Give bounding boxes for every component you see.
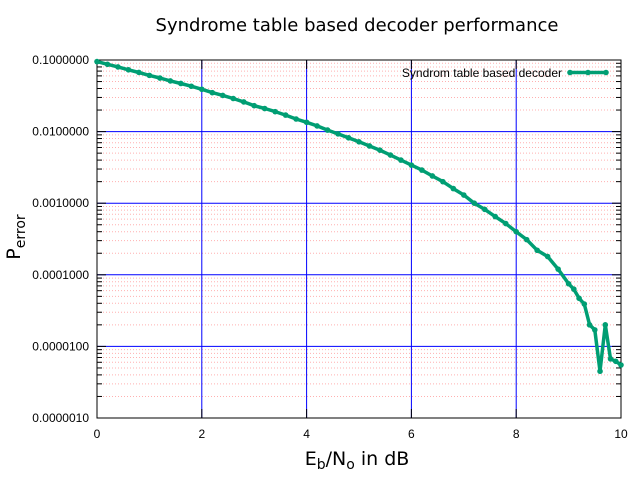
data-point — [492, 213, 499, 220]
data-point — [115, 64, 121, 70]
y-axis-label: Perror — [3, 214, 29, 260]
legend-marker — [585, 69, 591, 76]
data-point — [581, 301, 588, 307]
data-point — [261, 105, 268, 112]
data-point — [366, 143, 373, 149]
data-point — [230, 95, 237, 102]
data-point — [272, 108, 278, 115]
data-point — [167, 78, 174, 84]
data-point — [324, 127, 331, 133]
x-tick-label: 0 — [94, 427, 101, 441]
data-point — [188, 83, 195, 90]
data-point — [356, 139, 362, 145]
plot-frame — [96, 59, 622, 419]
data-point — [607, 356, 614, 362]
data-point — [612, 358, 619, 365]
data-point — [219, 92, 226, 99]
data-point — [136, 69, 142, 76]
data-point — [282, 112, 289, 118]
y-tick-label: 0.0000100 — [32, 339, 89, 353]
data-point — [502, 220, 509, 227]
x-axis-label: Eb/No in dB — [305, 448, 410, 473]
data-point — [440, 178, 446, 185]
data-point — [387, 152, 394, 158]
data-point — [565, 280, 572, 287]
tick-marks — [96, 59, 622, 419]
data-point — [398, 157, 404, 163]
data-point — [178, 80, 184, 87]
data-point — [544, 253, 551, 260]
data-point — [597, 368, 603, 375]
data-point — [251, 102, 257, 109]
x-tick-label: 10 — [614, 427, 628, 441]
data-point — [555, 266, 561, 272]
x-tick-label: 4 — [303, 427, 310, 441]
data-point — [523, 236, 530, 243]
data-point — [461, 192, 467, 198]
data-point — [429, 173, 436, 179]
y-tick-labels: 0.0000010 0.0000100 0.0001000 0.0010000 0.01… — [32, 53, 89, 425]
chart-title: Syndrome table based decoder performance — [156, 15, 559, 36]
data-point — [293, 116, 299, 122]
data-point — [345, 134, 352, 141]
data-point — [408, 162, 415, 168]
data-point — [94, 58, 100, 65]
data-point — [419, 167, 425, 173]
y-axis-label-main: P — [3, 248, 25, 259]
x-axis-label-sub2: o — [346, 457, 355, 473]
x-tick-label: 2 — [198, 427, 205, 441]
data-point — [618, 362, 624, 368]
x-axis-label-sub1: b — [317, 457, 326, 473]
minor-grid — [97, 62, 621, 397]
x-tick-label: 6 — [408, 427, 415, 441]
legend-marker — [567, 69, 573, 76]
data-point — [104, 61, 111, 68]
data-point — [125, 66, 132, 73]
x-axis-label-rest: in dB — [355, 448, 410, 470]
data-point — [586, 322, 593, 328]
x-tick-label: 8 — [513, 427, 520, 441]
data-point — [199, 86, 205, 93]
data-point — [471, 200, 478, 206]
data-point — [314, 123, 320, 129]
y-axis-label-sub: error — [13, 214, 29, 248]
data-point — [146, 72, 153, 79]
data-point — [335, 131, 341, 137]
y-tick-label: 0.0001000 — [32, 268, 89, 282]
data-point — [377, 147, 383, 153]
data-point — [592, 327, 598, 333]
data-point — [602, 322, 609, 328]
legend-marker — [603, 69, 609, 76]
data-point — [576, 295, 582, 302]
x-axis-label-main: E — [305, 448, 317, 470]
series-layer — [94, 58, 624, 375]
data-point — [157, 75, 163, 81]
y-tick-label: 0.1000000 — [32, 53, 89, 67]
data-point — [209, 89, 216, 96]
data-point — [240, 99, 247, 105]
legend: Syndrom table based decoder — [402, 66, 609, 80]
data-point — [513, 228, 519, 235]
y-tick-label: 0.0000010 — [32, 411, 89, 425]
data-point — [534, 247, 540, 254]
data-point — [450, 185, 457, 192]
x-axis-label-mid: /N — [326, 448, 347, 470]
data-point — [571, 286, 577, 292]
data-point — [481, 206, 488, 213]
y-tick-label: 0.0010000 — [32, 196, 89, 210]
y-tick-label: 0.0100000 — [32, 125, 89, 139]
data-point — [303, 119, 310, 126]
x-tick-labels: 0 2 4 6 8 10 — [94, 427, 628, 441]
legend-label: Syndrom table based decoder — [402, 66, 562, 80]
major-grid — [96, 59, 622, 419]
